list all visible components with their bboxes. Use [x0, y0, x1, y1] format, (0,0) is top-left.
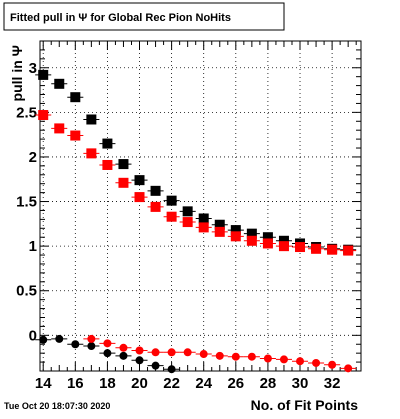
data-point-square [118, 159, 129, 170]
data-point-circle [87, 334, 96, 343]
data-point-square [134, 192, 145, 203]
chart-title: Fitted pull in Ψ for Global Rec Pion NoH… [10, 12, 231, 24]
data-point-circle [119, 351, 128, 360]
data-point-square [230, 231, 241, 242]
x-tick-label: 22 [163, 375, 180, 392]
data-point-square [198, 213, 209, 224]
data-point-square [182, 206, 193, 217]
data-point-circle [103, 349, 112, 358]
data-point-circle [263, 354, 272, 363]
x-tick-label: 32 [324, 375, 341, 392]
x-axis-title: No. of Fit Points [251, 397, 359, 413]
data-point-square [102, 138, 113, 149]
title-box: Fitted pull in Ψ for Global Rec Pion NoH… [3, 2, 285, 31]
data-point-circle [296, 357, 305, 366]
data-point-square [134, 175, 145, 186]
data-point-square [278, 235, 289, 246]
data-point-square [182, 217, 193, 228]
data-point-square [54, 78, 65, 89]
data-point-square [150, 201, 161, 212]
y-axis-title: pull in Ψ [9, 45, 25, 101]
data-point-square [246, 228, 257, 239]
data-point-square [198, 222, 209, 233]
data-point-square [214, 226, 225, 237]
data-point-circle [71, 340, 80, 349]
data-point-circle [183, 348, 192, 357]
data-point-circle [135, 356, 144, 365]
data-point-square [86, 148, 97, 159]
y-tick-label: 2.5 [16, 104, 37, 121]
data-point-circle [328, 360, 337, 369]
data-point-circle [199, 350, 208, 359]
data-point-circle [312, 358, 321, 367]
x-tick-label: 14 [35, 375, 52, 392]
x-tick-label: 18 [99, 375, 116, 392]
timestamp: Tue Oct 20 18:07:30 2020 [4, 401, 110, 411]
x-tick-label: 16 [67, 375, 84, 392]
data-point-circle [103, 339, 112, 348]
data-point-circle [167, 348, 176, 357]
data-point-circle [39, 335, 48, 344]
data-point-circle [344, 364, 353, 373]
data-point-square [311, 243, 322, 254]
data-point-circle [119, 343, 128, 352]
data-point-square [38, 110, 49, 121]
x-tick-label: 30 [292, 375, 309, 392]
data-point-square [166, 211, 177, 222]
data-point-square [38, 69, 49, 80]
y-tick-label: 2 [29, 149, 37, 166]
x-tick-label: 20 [131, 375, 148, 392]
data-point-square [70, 92, 81, 103]
data-point-circle [215, 351, 224, 360]
x-tick-label: 28 [260, 375, 277, 392]
data-point-circle [151, 361, 160, 370]
data-point-circle [167, 365, 176, 374]
frame [39, 40, 362, 372]
x-tick-label: 26 [227, 375, 244, 392]
y-tick-label: 0.5 [16, 283, 37, 300]
data-point-square [150, 185, 161, 196]
data-point-square [262, 232, 273, 243]
data-point-square [118, 177, 129, 188]
data-point-square [54, 123, 65, 134]
data-point-square [230, 225, 241, 236]
y-tick-label: 1.5 [16, 194, 37, 211]
data-point-square [262, 238, 273, 249]
data-points [35, 69, 357, 374]
y-tick-label: 1 [29, 238, 37, 255]
y-tick-label: 3 [29, 60, 37, 77]
data-point-circle [135, 346, 144, 355]
data-point-square [327, 244, 338, 255]
data-point-circle [231, 352, 240, 361]
tick-labels: 14 16 18 20 22 24 26 28 30 32 0 0.5 1 1.5 2 2.5 3 [16, 60, 340, 392]
data-point-square [102, 159, 113, 170]
data-point-square [166, 195, 177, 206]
grid [40, 41, 361, 371]
data-point-square [86, 114, 97, 125]
data-point-square [214, 219, 225, 230]
x-tick-label: 24 [195, 375, 212, 392]
data-point-square [70, 130, 81, 141]
data-point-square [278, 241, 289, 252]
data-point-square [295, 242, 306, 253]
data-point-circle [279, 355, 288, 364]
data-point-circle [151, 348, 160, 357]
data-point-circle [87, 342, 96, 351]
data-point-circle [247, 352, 256, 361]
data-point-circle [55, 334, 64, 343]
data-point-square [246, 235, 257, 246]
y-tick-label: 0 [29, 327, 37, 344]
data-point-square [343, 245, 354, 256]
